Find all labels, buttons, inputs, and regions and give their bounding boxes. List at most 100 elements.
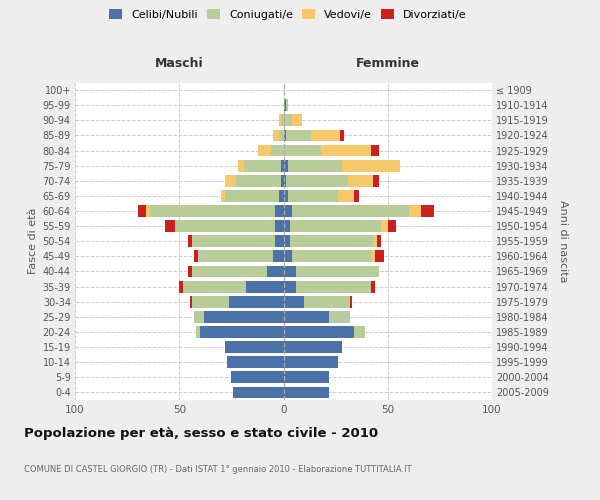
Bar xyxy=(284,220,290,232)
Bar xyxy=(284,100,286,111)
Bar xyxy=(164,220,175,232)
Bar xyxy=(281,175,284,186)
Bar xyxy=(198,250,273,262)
Bar xyxy=(304,296,350,308)
Bar xyxy=(284,341,342,353)
Text: Femmine: Femmine xyxy=(356,58,420,70)
Bar xyxy=(287,190,338,202)
Bar xyxy=(221,190,225,202)
Bar xyxy=(284,114,292,126)
Y-axis label: Anni di nascita: Anni di nascita xyxy=(559,200,568,282)
Bar xyxy=(275,205,284,217)
Bar xyxy=(190,296,192,308)
Bar xyxy=(271,144,284,156)
Bar xyxy=(196,326,200,338)
Bar xyxy=(284,130,286,141)
Bar xyxy=(225,341,284,353)
Bar xyxy=(175,220,275,232)
Bar xyxy=(284,175,286,186)
Bar xyxy=(292,205,409,217)
Bar xyxy=(192,296,229,308)
Bar xyxy=(377,236,382,247)
Bar xyxy=(329,311,350,322)
Bar xyxy=(150,205,275,217)
Bar xyxy=(204,311,284,322)
Bar xyxy=(200,326,284,338)
Bar xyxy=(373,236,377,247)
Legend: Celibi/Nubili, Coniugati/e, Vedovi/e, Divorziati/e: Celibi/Nubili, Coniugati/e, Vedovi/e, Di… xyxy=(106,6,470,23)
Text: Maschi: Maschi xyxy=(155,58,203,70)
Bar xyxy=(284,311,329,322)
Bar xyxy=(236,175,281,186)
Bar xyxy=(284,236,290,247)
Bar xyxy=(275,220,284,232)
Bar xyxy=(287,160,342,172)
Bar xyxy=(246,280,284,292)
Bar xyxy=(388,220,396,232)
Bar xyxy=(284,326,355,338)
Bar xyxy=(371,250,375,262)
Bar xyxy=(382,220,388,232)
Bar xyxy=(273,130,280,141)
Bar xyxy=(348,175,373,186)
Bar xyxy=(284,190,287,202)
Bar xyxy=(409,205,421,217)
Bar xyxy=(188,236,192,247)
Bar xyxy=(284,280,296,292)
Bar xyxy=(338,190,355,202)
Bar xyxy=(259,144,271,156)
Bar xyxy=(146,205,150,217)
Bar xyxy=(244,160,281,172)
Y-axis label: Fasce di età: Fasce di età xyxy=(28,208,38,274)
Text: COMUNE DI CASTEL GIORGIO (TR) - Dati ISTAT 1° gennaio 2010 - Elaborazione TUTTIT: COMUNE DI CASTEL GIORGIO (TR) - Dati IST… xyxy=(24,466,412,474)
Bar xyxy=(292,250,371,262)
Bar xyxy=(290,236,373,247)
Bar xyxy=(284,372,329,383)
Bar xyxy=(292,114,302,126)
Bar xyxy=(373,175,379,186)
Bar xyxy=(286,100,287,111)
Bar xyxy=(227,356,284,368)
Bar xyxy=(355,190,359,202)
Bar xyxy=(421,205,434,217)
Bar xyxy=(233,386,284,398)
Bar xyxy=(371,280,375,292)
Bar xyxy=(281,114,284,126)
Bar xyxy=(284,266,296,278)
Bar xyxy=(342,160,400,172)
Bar xyxy=(184,280,246,292)
Bar xyxy=(194,250,198,262)
Bar xyxy=(280,114,281,126)
Bar xyxy=(188,266,192,278)
Bar xyxy=(179,280,184,292)
Bar xyxy=(232,372,284,383)
Bar xyxy=(238,160,244,172)
Text: Popolazione per età, sesso e stato civile - 2010: Popolazione per età, sesso e stato civil… xyxy=(24,428,378,440)
Bar xyxy=(290,220,382,232)
Bar xyxy=(286,130,311,141)
Bar xyxy=(350,296,352,308)
Bar xyxy=(284,356,338,368)
Bar xyxy=(296,266,379,278)
Bar xyxy=(275,236,284,247)
Bar xyxy=(375,250,383,262)
Bar xyxy=(340,130,344,141)
Bar xyxy=(355,326,365,338)
Bar xyxy=(296,280,371,292)
Bar xyxy=(280,190,284,202)
Bar xyxy=(194,311,204,322)
Bar xyxy=(225,175,236,186)
Bar xyxy=(284,160,287,172)
Bar xyxy=(321,144,371,156)
Bar xyxy=(284,144,321,156)
Bar xyxy=(273,250,284,262)
Bar xyxy=(192,266,267,278)
Bar xyxy=(284,250,292,262)
Bar xyxy=(137,205,146,217)
Bar xyxy=(280,130,284,141)
Bar xyxy=(371,144,379,156)
Bar xyxy=(311,130,340,141)
Bar xyxy=(192,236,275,247)
Bar xyxy=(284,205,292,217)
Bar xyxy=(284,296,304,308)
